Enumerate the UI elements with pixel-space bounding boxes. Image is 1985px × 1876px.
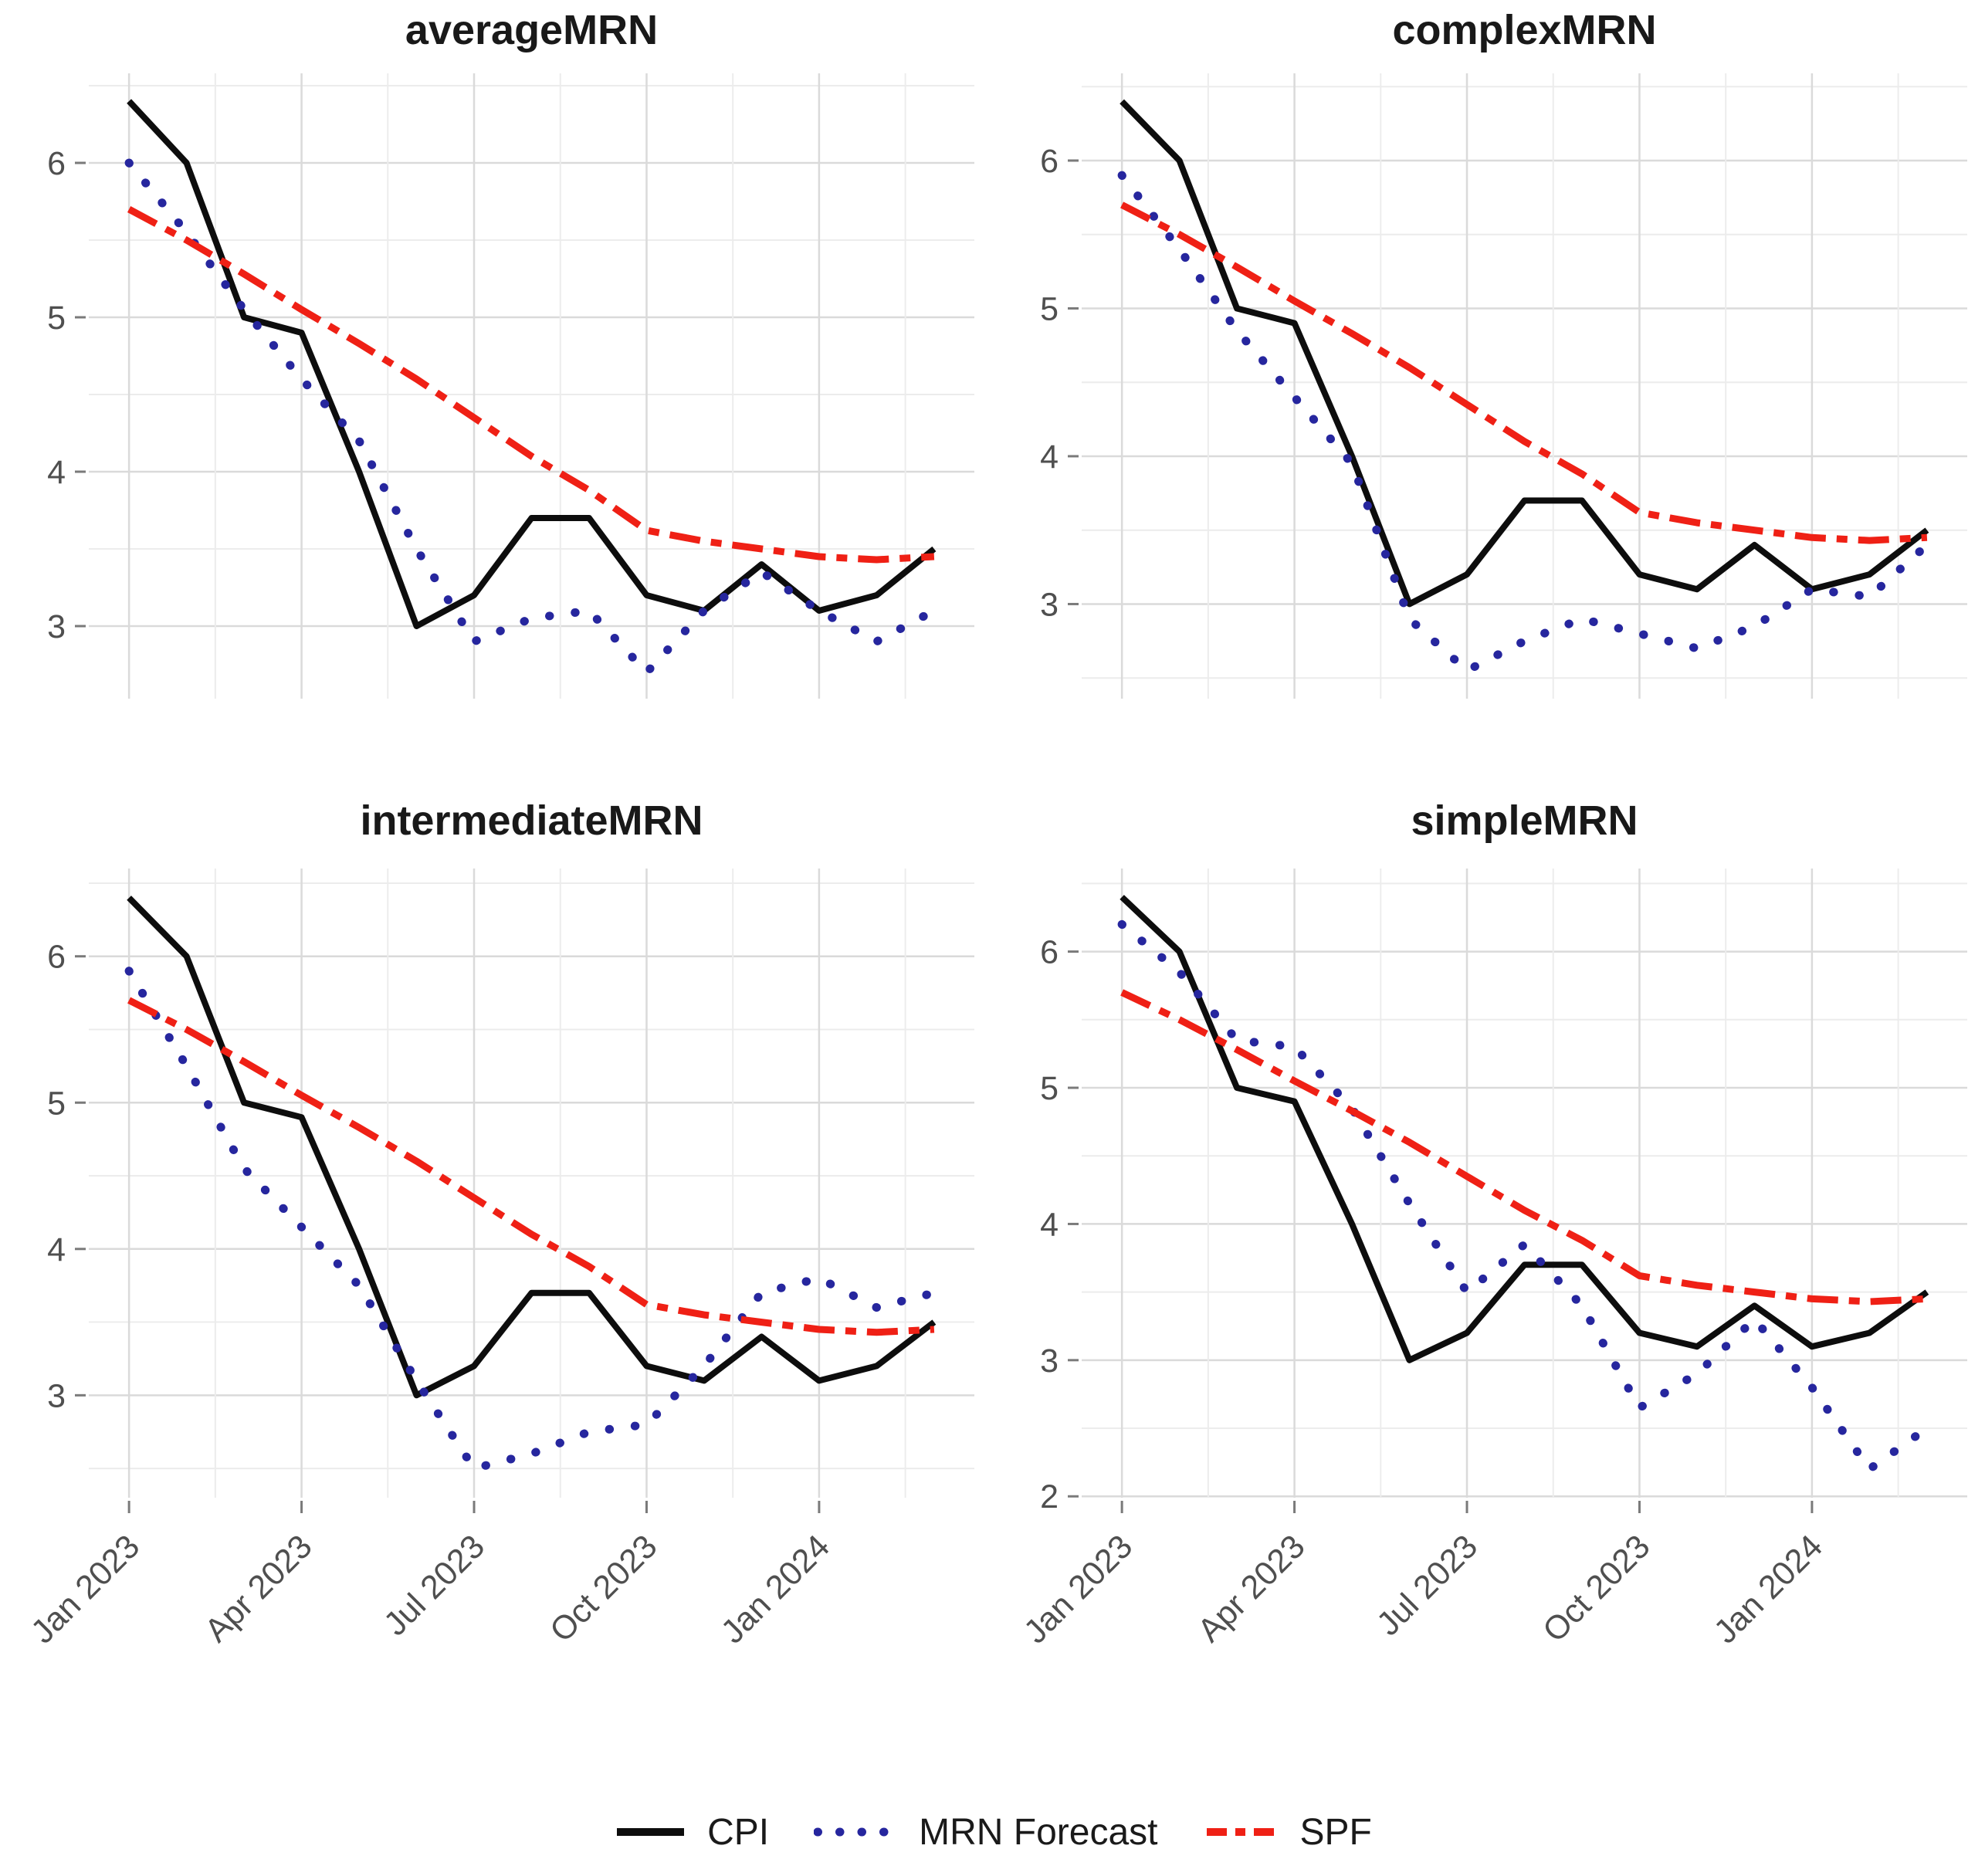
y-tick-label: 4: [1040, 439, 1059, 476]
panel-title-intermediate-mrn: intermediateMRN: [360, 797, 703, 844]
x-tick-label: Apr 2023: [1191, 1528, 1312, 1649]
panel-simple-mrn: simpleMRN 2 3 4 5 6 Jan 2023 Apr 2023 Jul 2023 O…: [993, 733, 1985, 1746]
y-axis: 3 4 5 6: [47, 939, 86, 1414]
mrn-forecast-series: [1117, 919, 1932, 1474]
y-tick-label: 6: [1040, 934, 1059, 971]
spf-dash-key-icon: [1206, 1828, 1277, 1836]
y-tick-label: 5: [1040, 1070, 1059, 1107]
legend-label-cpi: CPI: [707, 1811, 770, 1853]
spf-series: [127, 997, 935, 1336]
spf-series: [127, 206, 935, 564]
cpi-series: [127, 99, 937, 629]
legend-label-spf: SPF: [1299, 1811, 1372, 1853]
y-tick-label: 3: [1040, 1343, 1059, 1380]
y-tick-label: 2: [1040, 1478, 1059, 1515]
chart-average-mrn: 3 4 5 6: [47, 73, 974, 699]
y-tick-label: 3: [1040, 586, 1059, 623]
legend-label-mrn-forecast: MRN Forecast: [919, 1811, 1158, 1853]
y-tick-label: 5: [1040, 290, 1059, 327]
x-tick-label: Jul 2023: [1370, 1528, 1485, 1643]
x-tick-label: Jul 2023: [377, 1528, 492, 1643]
y-axis: 2 3 4 5 6: [1040, 934, 1079, 1515]
panel-title-complex-mrn: complexMRN: [1392, 7, 1657, 53]
y-tick-label: 4: [47, 1231, 66, 1268]
mrn-forecast-dots-key-icon: [814, 1827, 899, 1837]
y-axis: 3 4 5 6: [47, 145, 86, 645]
x-tick-label: Jan 2023: [24, 1528, 147, 1651]
cpi-line-key-icon: [617, 1828, 685, 1836]
y-tick-label: 5: [47, 1085, 66, 1122]
gridlines: [89, 73, 974, 699]
y-tick-label: 3: [47, 1377, 66, 1414]
y-tick-label: 4: [1040, 1206, 1059, 1243]
panel-title-simple-mrn: simpleMRN: [1411, 797, 1638, 844]
y-tick-label: 6: [1040, 143, 1059, 180]
legend-item-mrn-forecast: MRN Forecast: [814, 1811, 1158, 1854]
mrn-forecast-series: [1117, 171, 1932, 676]
mrn-forecast-series: [124, 967, 939, 1473]
panel-complex-mrn: complexMRN 3 4 5 6: [993, 0, 1985, 733]
x-axis: Jan 2023 Apr 2023 Jul 2023 Oct 2023 Jan 2024: [1017, 1501, 1830, 1651]
x-tick-label: Jan 2023: [1017, 1528, 1140, 1651]
spf-series: [1120, 989, 1928, 1305]
gridlines: [1082, 73, 1967, 699]
y-axis: 3 4 5 6: [1040, 143, 1079, 623]
cpi-series: [1120, 99, 1929, 608]
x-tick-label: Jan 2024: [714, 1528, 837, 1651]
legend-item-cpi: CPI: [613, 1811, 769, 1854]
legend: CPI MRN Forecast SPF: [0, 1790, 1985, 1874]
x-tick-label: Oct 2023: [1536, 1528, 1657, 1649]
x-axis: Jan 2023 Apr 2023 Jul 2023 Oct 2023 Jan 2024: [24, 1501, 837, 1651]
spf-series: [1120, 201, 1928, 544]
y-tick-label: 6: [47, 939, 66, 976]
gridlines: [1082, 869, 1967, 1498]
y-tick-label: 3: [47, 608, 66, 645]
x-tick-label: Apr 2023: [198, 1528, 319, 1649]
panel-intermediate-mrn: intermediateMRN 3 4 5 6 Jan 2023 Apr 2023 Jul …: [0, 733, 992, 1746]
legend-item-spf: SPF: [1203, 1811, 1372, 1854]
gridlines: [89, 869, 974, 1498]
x-tick-label: Oct 2023: [543, 1528, 664, 1649]
cpi-series: [127, 896, 937, 1399]
cpi-series: [1120, 895, 1929, 1363]
y-tick-label: 5: [47, 300, 66, 337]
panel-average-mrn: averageMRN 3 4 5 6: [0, 0, 992, 733]
panel-title-average-mrn: averageMRN: [405, 7, 659, 53]
y-tick-label: 6: [47, 145, 66, 182]
x-tick-label: Jan 2024: [1707, 1528, 1830, 1651]
chart-complex-mrn: 3 4 5 6: [1040, 73, 1967, 699]
y-tick-label: 4: [47, 454, 66, 491]
